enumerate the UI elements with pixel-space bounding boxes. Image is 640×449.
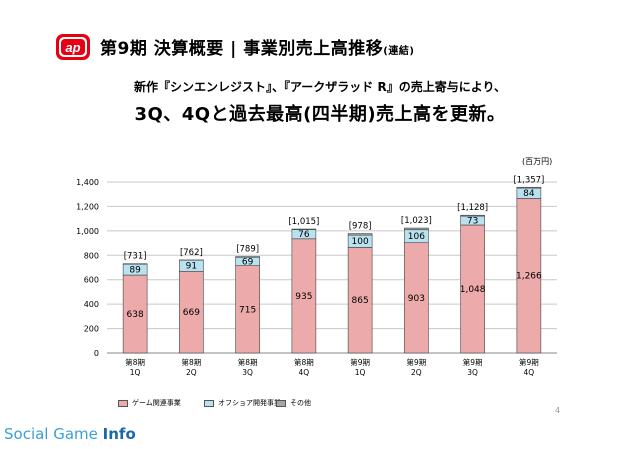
total-label: [1,128] bbox=[457, 203, 488, 213]
data-label: 69 bbox=[242, 257, 254, 267]
legend-swatch-offshore bbox=[204, 399, 214, 407]
total-label: [1,023] bbox=[401, 216, 432, 226]
page-number: 4 bbox=[555, 406, 561, 415]
chart-unit-label: (百万円) bbox=[522, 157, 553, 166]
bar-segment bbox=[404, 242, 429, 354]
total-label: [731] bbox=[124, 252, 147, 262]
legend-label-offshore: オフショア開発事業 bbox=[218, 399, 281, 407]
page-title-suffix: (連結) bbox=[383, 46, 415, 57]
bar-segment bbox=[347, 247, 373, 354]
x-tick-label-period: 第9期 bbox=[463, 357, 483, 367]
subtitle-line-2: 3Q、4Qと過去最高(四半期)売上高を更新。 bbox=[134, 104, 506, 125]
y-tick-label: 400 bbox=[84, 300, 99, 309]
legend-item-offshore: オフショア開発事業 bbox=[204, 398, 281, 408]
x-tick-label-quarter: 2Q bbox=[411, 368, 422, 377]
data-label: 1,048 bbox=[460, 285, 486, 295]
data-label: 715 bbox=[239, 305, 256, 315]
legend-swatch-other bbox=[276, 399, 286, 407]
x-tick-label-period: 第8期 bbox=[238, 357, 258, 367]
data-label: 73 bbox=[467, 217, 478, 227]
data-label: 76 bbox=[298, 230, 310, 240]
x-tick-label-period: 第9期 bbox=[350, 357, 370, 367]
legend-label-other: その他 bbox=[290, 399, 311, 407]
watermark-logo: Social Game Info bbox=[4, 425, 136, 443]
x-tick-label-period: 第9期 bbox=[406, 357, 426, 367]
data-label: 903 bbox=[408, 294, 425, 304]
y-tick-label: 800 bbox=[84, 251, 99, 260]
data-label: 935 bbox=[295, 292, 312, 302]
data-label: 865 bbox=[352, 296, 369, 306]
data-label: 1,266 bbox=[516, 272, 542, 282]
total-label: [1,015] bbox=[288, 217, 319, 227]
legend-label-game: ゲーム関連事業 bbox=[132, 399, 181, 407]
page-title: 第9期 決算概要 | 事業別売上高推移(連結) bbox=[100, 34, 414, 59]
legend-item-other: その他 bbox=[276, 398, 311, 408]
x-tick-label-period: 第8期 bbox=[181, 357, 201, 367]
x-tick-label-quarter: 1Q bbox=[355, 368, 366, 377]
total-label: [762] bbox=[180, 248, 203, 258]
data-label: 669 bbox=[183, 308, 200, 318]
legend-item-game: ゲーム関連事業 bbox=[118, 398, 181, 408]
bar-segment bbox=[404, 227, 429, 231]
subtitle-line-1: 新作『シンエンレジスト』、『アークザラッド R』の売上寄与により、 bbox=[134, 80, 506, 94]
data-label: 106 bbox=[408, 232, 425, 242]
y-tick-label: 0 bbox=[94, 349, 99, 358]
bar-segment bbox=[235, 265, 260, 354]
bar-segment bbox=[179, 270, 204, 354]
bar-segment bbox=[460, 214, 485, 217]
bar-segment bbox=[516, 198, 542, 354]
y-tick-label: 1,200 bbox=[76, 202, 99, 211]
data-label: 100 bbox=[352, 237, 369, 247]
bar-segment bbox=[460, 224, 485, 354]
watermark-part-2: Info bbox=[102, 425, 136, 443]
x-tick-label-quarter: 4Q bbox=[299, 368, 310, 377]
x-tick-label-period: 第8期 bbox=[125, 357, 145, 367]
page-title-main: 第9期 決算概要 | 事業別売上高推移 bbox=[100, 39, 384, 59]
y-tick-label: 200 bbox=[84, 325, 99, 334]
data-label: 84 bbox=[523, 189, 535, 199]
total-label: [789] bbox=[236, 245, 259, 255]
company-logo: ap bbox=[56, 34, 90, 60]
bar-segment bbox=[291, 238, 317, 354]
data-label: 638 bbox=[127, 310, 144, 320]
x-tick-label-quarter: 1Q bbox=[130, 368, 141, 377]
data-label: 89 bbox=[129, 266, 141, 276]
data-label: 91 bbox=[186, 262, 197, 272]
bar-segment bbox=[235, 256, 260, 258]
x-tick-label-quarter: 3Q bbox=[242, 368, 253, 377]
watermark-part-1: Social Game bbox=[4, 425, 103, 443]
y-tick-label: 600 bbox=[84, 276, 99, 285]
x-tick-label-quarter: 4Q bbox=[524, 368, 535, 377]
bar-segment bbox=[122, 274, 148, 354]
stacked-bar-chart: 0 200 400 600 800 1,000 1,200 1,400 638 89 [731] 第8… bbox=[76, 175, 557, 377]
total-label: [978] bbox=[349, 222, 372, 232]
y-tick-label: 1,000 bbox=[76, 227, 99, 236]
logo-text: ap bbox=[65, 40, 80, 55]
total-label: [1,357] bbox=[513, 175, 544, 185]
x-tick-label-period: 第8期 bbox=[294, 357, 314, 367]
x-tick-label-quarter: 2Q bbox=[186, 368, 197, 377]
bar-segment bbox=[347, 233, 373, 236]
bar-segment bbox=[516, 186, 542, 189]
legend-swatch-game bbox=[118, 399, 128, 407]
x-tick-label-period: 第9期 bbox=[519, 357, 539, 367]
x-tick-label-quarter: 3Q bbox=[467, 368, 478, 377]
y-tick-label: 1,400 bbox=[76, 178, 99, 187]
